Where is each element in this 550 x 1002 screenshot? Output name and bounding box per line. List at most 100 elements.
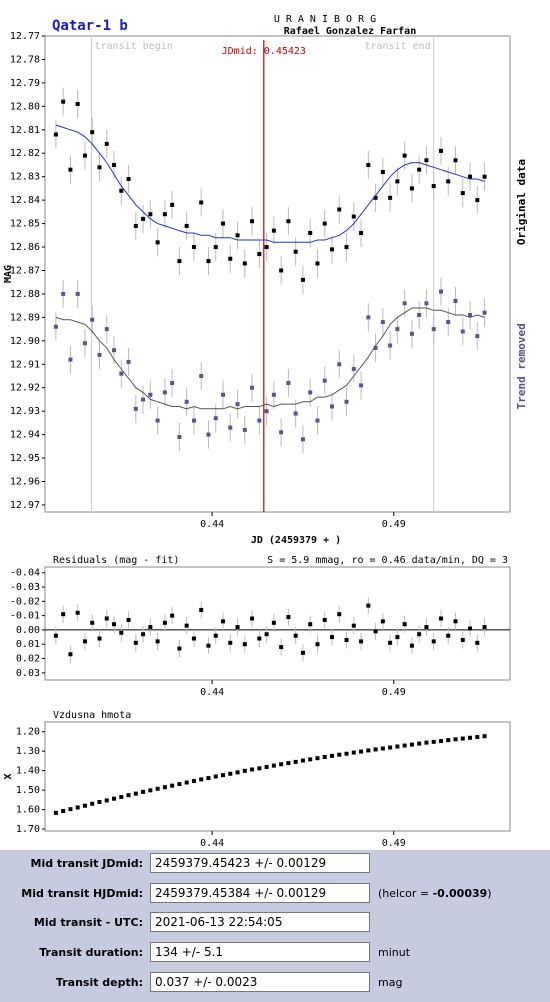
- data-point: [213, 633, 218, 638]
- data-point: [380, 170, 385, 174]
- field-note: (helcor = -0.00039): [378, 887, 492, 900]
- y-tick-label: 12.86: [10, 242, 40, 253]
- data-point: [119, 188, 124, 193]
- observatory: U R A N I B O R G: [274, 14, 376, 25]
- field-label: Mid transit JDmid:: [30, 857, 144, 870]
- data-point: [337, 207, 342, 212]
- data-point: [242, 427, 247, 432]
- data-point: [322, 221, 327, 226]
- data-point: [242, 261, 247, 266]
- data-point: [395, 744, 400, 749]
- data-point: [308, 390, 313, 395]
- data-point: [235, 233, 240, 238]
- data-point: [446, 633, 451, 638]
- data-point: [468, 626, 473, 631]
- data-point: [206, 776, 211, 781]
- plot-frame: [44, 721, 511, 832]
- data-point: [300, 437, 305, 442]
- data-point: [431, 327, 436, 332]
- data-point: [351, 366, 356, 371]
- data-point: [155, 240, 160, 245]
- data-point: [380, 746, 385, 751]
- y-tick-label: 12.87: [10, 265, 40, 276]
- data-point: [409, 331, 414, 336]
- data-point: [286, 219, 291, 224]
- y-tick-label: 1.50: [16, 785, 40, 796]
- data-point: [460, 329, 465, 334]
- data-point: [359, 639, 364, 644]
- data-point: [468, 313, 473, 318]
- data-point: [228, 640, 233, 645]
- series-label: Original data: [515, 159, 528, 245]
- data-point: [206, 432, 211, 437]
- y-tick-label: 12.94: [10, 430, 40, 441]
- data-point: [53, 633, 58, 638]
- data-point: [431, 639, 436, 644]
- data-point: [61, 291, 66, 296]
- data-point: [380, 619, 385, 624]
- data-point: [250, 767, 255, 772]
- data-point: [300, 650, 305, 655]
- x-tick-label: 0.44: [200, 519, 224, 530]
- data-point: [337, 362, 342, 367]
- field-value[interactable]: 2021-06-13 22:54:05: [150, 912, 370, 932]
- data-point: [133, 406, 138, 411]
- data-point: [250, 616, 255, 621]
- x-axis-label: JD (2459379 + ): [251, 535, 341, 546]
- data-point: [475, 734, 480, 739]
- form-row: Mid transit - UTC: 2021-06-13 22:54:05: [0, 911, 550, 935]
- data-point: [133, 223, 138, 228]
- y-tick-label: -0.03: [10, 582, 40, 593]
- data-point: [104, 798, 109, 803]
- data-point: [359, 749, 364, 754]
- data-point: [351, 750, 356, 755]
- data-point: [148, 788, 153, 793]
- y-tick-label: 0.01: [16, 639, 40, 650]
- y-axis-label: X: [3, 773, 14, 779]
- series-label: Trend removed: [515, 323, 528, 409]
- data-point: [482, 625, 487, 630]
- data-point: [228, 425, 233, 430]
- data-point: [482, 734, 487, 739]
- form-row: Transit depth: 0.037 +/- 0.0023 mag: [0, 971, 550, 995]
- data-point: [395, 179, 400, 184]
- data-point: [68, 807, 73, 812]
- data-point: [177, 646, 182, 651]
- y-tick-label: 12.88: [10, 289, 40, 300]
- data-point: [453, 158, 458, 163]
- data-point: [155, 786, 160, 791]
- data-point: [438, 148, 443, 153]
- data-point: [184, 399, 189, 404]
- data-point: [141, 789, 146, 794]
- data-point: [162, 390, 167, 395]
- data-point: [431, 184, 436, 189]
- data-point: [417, 741, 422, 746]
- data-point: [446, 320, 451, 325]
- field-value[interactable]: 2459379.45384 +/- 0.00129: [150, 883, 370, 903]
- field-value[interactable]: 134 +/- 5.1: [150, 942, 370, 962]
- data-point: [75, 291, 80, 296]
- y-tick-label: 1.60: [16, 805, 40, 816]
- field-label: Mid transit - UTC:: [33, 916, 143, 929]
- y-tick-label: 12.93: [10, 406, 40, 417]
- field-unit: minut: [378, 946, 411, 959]
- field-value[interactable]: 2459379.45423 +/- 0.00129: [150, 853, 370, 873]
- data-point: [104, 616, 109, 621]
- data-point: [475, 640, 480, 645]
- data-point: [191, 245, 196, 250]
- data-point: [242, 768, 247, 773]
- data-point: [460, 637, 465, 642]
- field-value[interactable]: 0.037 +/- 0.0023: [150, 972, 370, 992]
- data-point: [53, 810, 58, 815]
- data-point: [359, 383, 364, 388]
- data-point: [293, 633, 298, 638]
- x-tick-label: 0.49: [382, 838, 406, 849]
- data-point: [417, 167, 422, 172]
- data-point: [213, 245, 218, 250]
- chart-title: Qatar-1 b: [52, 18, 128, 34]
- data-point: [82, 803, 87, 808]
- note-text: (helcor =: [378, 887, 433, 900]
- data-point: [366, 748, 371, 753]
- data-point: [380, 320, 385, 325]
- y-tick-label: 1.70: [16, 824, 40, 835]
